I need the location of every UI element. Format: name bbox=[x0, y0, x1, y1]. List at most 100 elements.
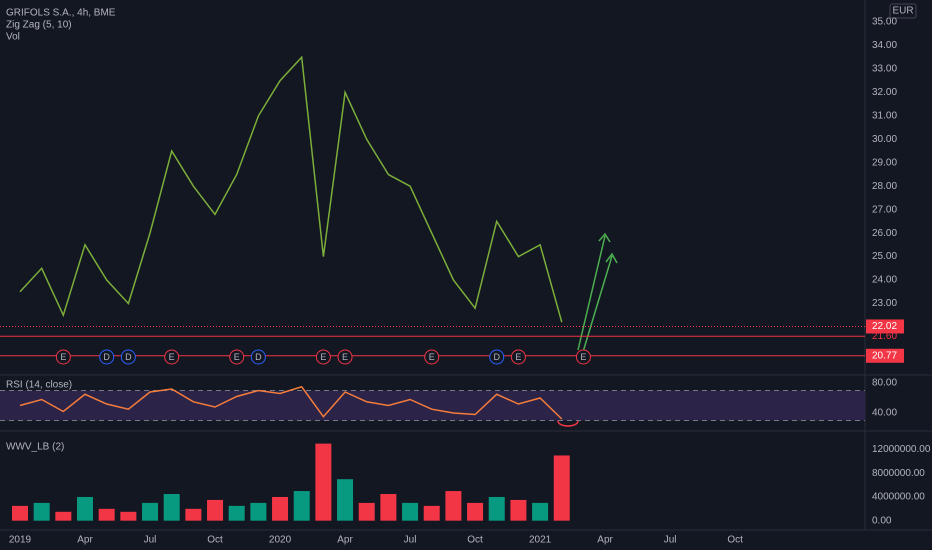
bar bbox=[250, 502, 267, 521]
series-line bbox=[19, 55, 563, 323]
bar bbox=[33, 502, 50, 521]
price-tag bbox=[866, 319, 904, 334]
bar bbox=[337, 479, 354, 521]
indicator-label: Vol bbox=[6, 32, 20, 43]
y-tick-label: 26.00 bbox=[872, 228, 897, 239]
x-tick-label: Jul bbox=[144, 535, 157, 546]
event-label: E bbox=[60, 352, 66, 362]
bar bbox=[185, 508, 202, 521]
event-label: E bbox=[234, 352, 240, 362]
y-tick-label: 25.00 bbox=[872, 251, 897, 262]
event-label: D bbox=[255, 352, 262, 362]
x-tick-label: Oct bbox=[727, 535, 743, 546]
x-tick-label: 2021 bbox=[529, 535, 552, 546]
event-marker[interactable] bbox=[424, 349, 440, 365]
y-tick-label: 32.00 bbox=[872, 87, 897, 98]
event-label: D bbox=[493, 352, 500, 362]
x-tick-label: Oct bbox=[207, 535, 223, 546]
bar bbox=[293, 491, 310, 521]
event-marker[interactable] bbox=[120, 349, 136, 365]
currency-label[interactable]: EUR bbox=[892, 6, 913, 17]
y-tick-label: 23.00 bbox=[872, 298, 897, 309]
bar bbox=[467, 502, 484, 521]
event-marker[interactable] bbox=[510, 349, 526, 365]
arrow-head bbox=[605, 252, 618, 264]
price-tag-label: 20.77 bbox=[872, 350, 897, 361]
bar bbox=[532, 502, 549, 521]
bar bbox=[358, 502, 375, 521]
y-tick-label: 30.00 bbox=[872, 134, 897, 145]
bar bbox=[510, 499, 527, 521]
y-tick-label: 24.00 bbox=[872, 275, 897, 286]
x-tick-label: 2020 bbox=[269, 535, 292, 546]
x-tick-label: Oct bbox=[467, 535, 483, 546]
event-label: D bbox=[103, 352, 110, 362]
event-marker[interactable] bbox=[315, 349, 331, 365]
event-marker[interactable] bbox=[55, 349, 71, 365]
bar bbox=[98, 508, 115, 521]
event-marker[interactable] bbox=[250, 349, 266, 365]
bar bbox=[423, 505, 440, 521]
event-label: E bbox=[169, 352, 175, 362]
y-tick-label: 4000000.00 bbox=[872, 492, 925, 503]
x-tick-label: Jul bbox=[404, 535, 417, 546]
bar bbox=[380, 494, 397, 521]
bar bbox=[272, 496, 289, 521]
x-tick-label: Apr bbox=[77, 535, 93, 546]
event-marker[interactable] bbox=[337, 349, 353, 365]
symbol-title: GRIFOLS S.A., 4h, BME bbox=[6, 8, 116, 19]
event-label: E bbox=[429, 352, 435, 362]
event-marker[interactable] bbox=[575, 349, 591, 365]
currency-box[interactable] bbox=[889, 3, 917, 19]
x-tick-label: Jul bbox=[664, 535, 677, 546]
bar bbox=[142, 502, 159, 521]
bar bbox=[12, 505, 28, 521]
y-tick-label: 12000000.00 bbox=[872, 444, 931, 455]
x-tick-label: Apr bbox=[597, 535, 613, 546]
y-tick-label: 34.00 bbox=[872, 40, 897, 51]
y-tick-label: 27.00 bbox=[872, 204, 897, 215]
event-label: E bbox=[580, 352, 586, 362]
series-line bbox=[19, 385, 563, 420]
event-marker[interactable] bbox=[229, 349, 245, 365]
price-tag-label: 22.02 bbox=[872, 321, 897, 332]
event-label: E bbox=[342, 352, 348, 362]
bar bbox=[77, 496, 94, 521]
bar bbox=[402, 502, 419, 521]
event-marker[interactable] bbox=[99, 349, 115, 365]
y-tick-label: 0.00 bbox=[872, 515, 892, 526]
event-marker[interactable] bbox=[489, 349, 505, 365]
y-tick-label: 28.00 bbox=[872, 181, 897, 192]
rsi-band bbox=[0, 390, 865, 421]
price-tag-label: 21.60 bbox=[872, 331, 897, 342]
y-tick-label: 31.00 bbox=[872, 110, 897, 121]
y-tick-label: 8000000.00 bbox=[872, 468, 925, 479]
x-tick-label: Apr bbox=[337, 535, 353, 546]
arrow-head bbox=[598, 232, 611, 243]
rsi-title: RSI (14, close) bbox=[6, 380, 72, 391]
arrow bbox=[577, 235, 606, 351]
bar bbox=[120, 511, 137, 521]
event-marker[interactable] bbox=[164, 349, 180, 365]
bar bbox=[488, 496, 505, 521]
y-tick-label: 35.00 bbox=[872, 17, 897, 28]
indicator-label: Zig Zag (5, 10) bbox=[6, 20, 72, 31]
bar bbox=[315, 443, 332, 521]
event-label: D bbox=[125, 352, 132, 362]
bar bbox=[228, 505, 245, 521]
y-tick-label: 40.00 bbox=[872, 408, 897, 419]
bar bbox=[163, 494, 180, 521]
bar bbox=[207, 499, 224, 521]
event-label: E bbox=[320, 352, 326, 362]
price-tag bbox=[866, 348, 904, 363]
bar bbox=[553, 455, 570, 521]
wwv-title: WWV_LB (2) bbox=[6, 442, 64, 453]
x-tick-label: 2019 bbox=[9, 535, 32, 546]
y-tick-label: 29.00 bbox=[872, 157, 897, 168]
y-tick-label: 80.00 bbox=[872, 378, 897, 389]
bar bbox=[55, 511, 72, 521]
bar bbox=[445, 491, 462, 521]
